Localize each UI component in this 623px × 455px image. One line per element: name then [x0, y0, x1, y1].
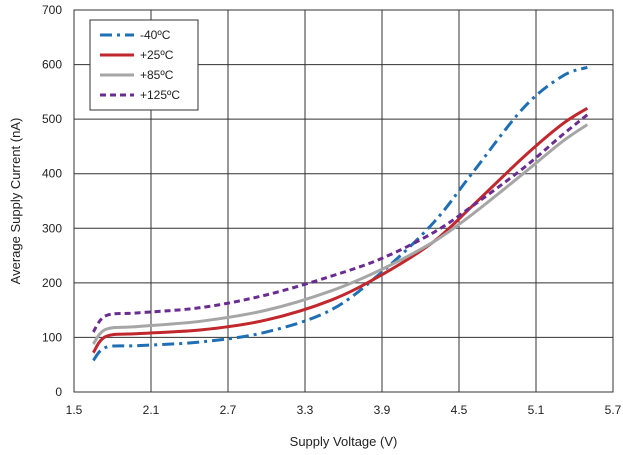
legend-label: +125ºC [140, 88, 180, 102]
y-tick-label: 0 [55, 385, 62, 399]
series-line-2 [91, 106, 589, 354]
x-tick-label: 5.7 [605, 403, 622, 417]
x-axis-title: Supply Voltage (V) [290, 434, 398, 449]
y-tick-label: 600 [42, 58, 62, 72]
legend-label: +85ºC [140, 68, 174, 82]
legend-label: -40ºC [140, 28, 171, 42]
x-tick-label: 3.9 [374, 403, 391, 417]
series-line-3 [92, 123, 589, 345]
plot-frame [73, 9, 614, 393]
legend: -40ºC +25ºC +85ºC +125ºC [89, 19, 199, 111]
x-tick-label: 5.1 [528, 403, 545, 417]
x-tick-label: 2.7 [220, 403, 237, 417]
y-tick-label: 700 [42, 3, 62, 17]
x-tick-label: 1.5 [66, 403, 83, 417]
y-tick-label: 500 [42, 112, 62, 126]
y-tick-label: 300 [42, 221, 62, 235]
y-axis-title: Average Supply Current (nA) [8, 118, 23, 285]
x-tick-label: 3.3 [297, 403, 314, 417]
y-tick-label: 400 [42, 167, 62, 181]
y-tick-labels: 0 100 200 300 400 500 600 700 [42, 3, 62, 399]
series-group [91, 65, 589, 362]
legend-label: +25ºC [140, 48, 174, 62]
x-tick-labels: 1.5 2.1 2.7 3.3 3.9 4.5 5.1 5.7 [66, 403, 622, 417]
series-line-1 [92, 65, 588, 362]
y-tick-label: 100 [42, 330, 62, 344]
x-tick-label: 2.1 [143, 403, 160, 417]
series-line-4 [91, 113, 589, 333]
y-tick-label: 200 [42, 276, 62, 290]
x-tick-label: 4.5 [451, 403, 468, 417]
